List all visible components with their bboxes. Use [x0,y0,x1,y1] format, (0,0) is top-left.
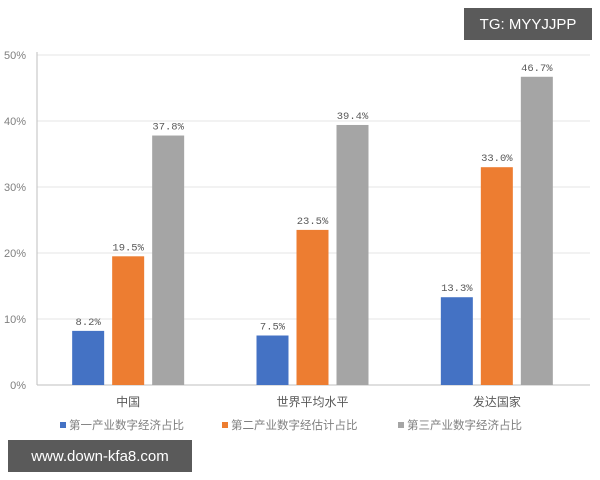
value-label: 13.3% [441,283,473,295]
y-tick-label: 20% [4,248,26,260]
legend-label: 第二产业数字经估计占比 [231,418,358,432]
y-tick-label: 50% [4,50,26,62]
value-label: 46.7% [521,63,553,75]
bar [256,335,289,385]
watermark-bottom-left: www.down-kfa8.com [8,440,192,472]
bar [440,297,473,385]
bar [152,135,185,385]
y-tick-label: 40% [4,116,26,128]
value-label: 7.5% [260,322,286,334]
value-label: 19.5% [112,242,144,254]
y-tick-label: 10% [4,314,26,326]
legend-swatch [398,422,404,428]
bar [520,76,553,385]
value-label: 39.4% [337,111,369,123]
watermark-top-right: TG: MYYJJPP [464,8,592,40]
category-labels: 中国 世界平均水平 发达国家 [116,394,521,409]
bar [112,256,145,385]
bars: 8.2% 19.5% 37.8% 7.5% 23.5% 39.4% 13.3% 33.0% 46… [72,63,553,386]
legend-swatch [222,422,228,428]
y-tick-label: 30% [4,182,26,194]
category-label: 中国 [116,394,140,409]
category-label: 世界平均水平 [276,395,348,409]
value-label: 23.5% [297,216,329,228]
bar [480,167,513,385]
legend-label: 第三产业数字经济占比 [407,418,522,432]
value-label: 8.2% [76,317,102,329]
category-label: 发达国家 [473,394,521,409]
bar [336,124,369,386]
legend-label: 第一产业数字经济占比 [69,418,184,432]
bar [72,330,105,385]
value-label: 37.8% [152,122,184,134]
value-label: 33.0% [481,153,513,165]
bar [296,229,329,385]
y-tick-label: 0% [10,380,26,392]
legend: 第一产业数字经济占比 第二产业数字经估计占比 第三产业数字经济占比 [60,418,522,432]
legend-swatch [60,422,66,428]
